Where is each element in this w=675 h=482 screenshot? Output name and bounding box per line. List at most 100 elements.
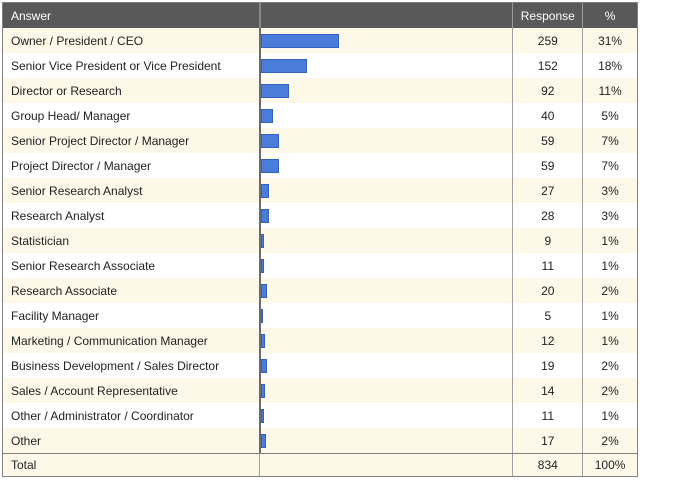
row-percent-value: 2% — [582, 378, 637, 403]
row-bar-cell — [259, 303, 512, 328]
response-bar — [261, 33, 340, 48]
table-row: Project Director / Manager 59 7% — [3, 153, 637, 178]
table-row: Other 17 2% — [3, 428, 637, 453]
row-response-value: 92 — [512, 78, 582, 103]
row-response-value: 9 — [512, 228, 582, 253]
table-row: Sales / Account Representative 14 2% — [3, 378, 637, 403]
row-answer-label: Project Director / Manager — [11, 158, 152, 173]
row-response-value: 152 — [512, 53, 582, 78]
response-bar — [261, 333, 266, 348]
total-bar-cell — [259, 454, 512, 476]
row-answer-label: Director or Research — [11, 83, 122, 98]
row-response-value: 12 — [512, 328, 582, 353]
table-body: Owner / President / CEO 259 31% Senior V… — [3, 28, 637, 453]
row-percent-value: 2% — [582, 353, 637, 378]
row-response-value: 5 — [512, 303, 582, 328]
row-percent-value: 5% — [582, 103, 637, 128]
row-answer-label: Senior Research Analyst — [11, 183, 143, 198]
row-bar-cell — [259, 103, 512, 128]
row-percent-value: 1% — [582, 328, 637, 353]
response-bar — [261, 108, 274, 123]
response-bar — [261, 58, 308, 73]
row-percent-value: 1% — [582, 303, 637, 328]
total-label: Total — [11, 458, 37, 472]
row-percent-value: 3% — [582, 203, 637, 228]
row-percent-value: 7% — [582, 153, 637, 178]
table-row: Facility Manager 5 1% — [3, 303, 637, 328]
table-row: Senior Research Associate 11 1% — [3, 253, 637, 278]
row-response-value: 17 — [512, 428, 582, 453]
column-header-bar — [259, 3, 512, 28]
row-bar-cell — [259, 53, 512, 78]
response-bar — [261, 83, 290, 98]
row-bar-cell — [259, 153, 512, 178]
response-bar — [261, 408, 265, 423]
table-row: Group Head/ Manager 40 5% — [3, 103, 637, 128]
row-answer-label: Senior Project Director / Manager — [11, 133, 190, 148]
response-bar — [261, 208, 270, 223]
row-percent-value: 11% — [582, 78, 637, 103]
total-percent-value: 100% — [582, 454, 637, 476]
response-bar — [261, 433, 267, 448]
table-row: Owner / President / CEO 259 31% — [3, 28, 637, 53]
row-response-value: 14 — [512, 378, 582, 403]
response-bar — [261, 308, 264, 323]
row-answer-label: Other — [11, 433, 42, 448]
row-answer-label: Senior Research Associate — [11, 258, 156, 273]
row-percent-value: 1% — [582, 228, 637, 253]
response-bar — [261, 383, 266, 398]
row-response-value: 59 — [512, 153, 582, 178]
row-response-value: 259 — [512, 28, 582, 53]
row-percent-value: 1% — [582, 253, 637, 278]
response-bar — [261, 158, 280, 173]
row-response-value: 27 — [512, 178, 582, 203]
row-answer-label: Marketing / Communication Manager — [11, 333, 208, 348]
row-response-value: 20 — [512, 278, 582, 303]
row-bar-cell — [259, 178, 512, 203]
table-row: Director or Research 92 11% — [3, 78, 637, 103]
row-bar-cell — [259, 78, 512, 103]
table-total-row: Total 834 100% — [3, 453, 637, 476]
row-answer-label: Facility Manager — [11, 308, 100, 323]
table-row: Marketing / Communication Manager 12 1% — [3, 328, 637, 353]
row-bar-cell — [259, 228, 512, 253]
row-answer-label: Owner / President / CEO — [11, 33, 144, 48]
row-answer-label: Sales / Account Representative — [11, 383, 178, 398]
row-answer-label: Research Associate — [11, 283, 118, 298]
response-bar — [261, 183, 270, 198]
row-answer-label: Other / Administrator / Coordinator — [11, 408, 194, 423]
table-row: Other / Administrator / Coordinator 11 1… — [3, 403, 637, 428]
row-answer-label: Statistician — [11, 233, 70, 248]
response-bar — [261, 358, 268, 373]
row-bar-cell — [259, 428, 512, 453]
row-response-value: 28 — [512, 203, 582, 228]
row-answer-label: Research Analyst — [11, 208, 105, 223]
row-bar-cell — [259, 203, 512, 228]
row-response-value: 11 — [512, 403, 582, 428]
row-percent-value: 31% — [582, 28, 637, 53]
response-bar — [261, 133, 280, 148]
table-row: Senior Vice President or Vice President … — [3, 53, 637, 78]
response-bar — [261, 233, 265, 248]
row-answer-label: Senior Vice President or Vice President — [11, 58, 221, 73]
response-bar — [261, 283, 268, 298]
row-percent-value: 2% — [582, 278, 637, 303]
row-response-value: 11 — [512, 253, 582, 278]
table-header-row: Answer Response % — [3, 3, 637, 28]
row-bar-cell — [259, 328, 512, 353]
row-bar-cell — [259, 403, 512, 428]
table-row: Senior Research Analyst 27 3% — [3, 178, 637, 203]
table-row: Research Analyst 28 3% — [3, 203, 637, 228]
row-percent-value: 1% — [582, 403, 637, 428]
row-bar-cell — [259, 353, 512, 378]
row-percent-value: 3% — [582, 178, 637, 203]
row-bar-cell — [259, 378, 512, 403]
column-header-response: Response — [512, 3, 582, 28]
column-header-answer: Answer — [11, 8, 52, 23]
column-header-percent: % — [582, 3, 637, 28]
table-row: Senior Project Director / Manager 59 7% — [3, 128, 637, 153]
row-bar-cell — [259, 128, 512, 153]
table-row: Statistician 9 1% — [3, 228, 637, 253]
row-response-value: 19 — [512, 353, 582, 378]
table-row: Business Development / Sales Director 19… — [3, 353, 637, 378]
